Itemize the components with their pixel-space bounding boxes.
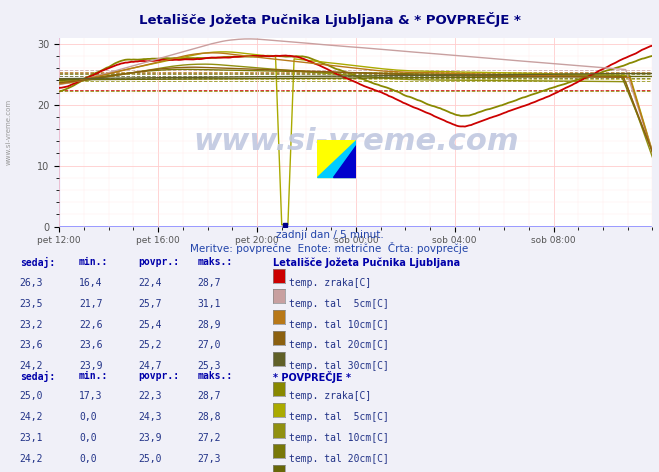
Text: www.si-vreme.com: www.si-vreme.com xyxy=(193,127,519,156)
Text: Meritve: povprečne  Enote: metrične  Črta: povprečje: Meritve: povprečne Enote: metrične Črta:… xyxy=(190,242,469,254)
Text: 23,6: 23,6 xyxy=(79,340,103,350)
Text: temp. zraka[C]: temp. zraka[C] xyxy=(289,391,372,401)
Text: zadnji dan / 5 minut.: zadnji dan / 5 minut. xyxy=(275,230,384,240)
Text: 28,7: 28,7 xyxy=(198,278,221,288)
Text: temp. tal 10cm[C]: temp. tal 10cm[C] xyxy=(289,433,389,443)
Text: 24,3: 24,3 xyxy=(138,412,162,422)
Text: 25,0: 25,0 xyxy=(20,391,43,401)
Text: 23,9: 23,9 xyxy=(138,433,162,443)
Text: sedaj:: sedaj: xyxy=(20,371,55,381)
Text: * POVPREČJE *: * POVPREČJE * xyxy=(273,371,351,382)
Text: 24,2: 24,2 xyxy=(20,454,43,464)
Text: Letališče Jožeta Pučnika Ljubljana & * POVPREČJE *: Letališče Jožeta Pučnika Ljubljana & * P… xyxy=(138,12,521,27)
Text: 28,8: 28,8 xyxy=(198,412,221,422)
Text: povpr.:: povpr.: xyxy=(138,371,179,380)
Text: 0,0: 0,0 xyxy=(79,412,97,422)
Text: 25,2: 25,2 xyxy=(138,340,162,350)
Text: 25,4: 25,4 xyxy=(138,320,162,329)
Text: temp. tal 30cm[C]: temp. tal 30cm[C] xyxy=(289,361,389,371)
Text: temp. tal 20cm[C]: temp. tal 20cm[C] xyxy=(289,454,389,464)
Text: min.:: min.: xyxy=(79,257,109,267)
Text: sedaj:: sedaj: xyxy=(20,257,55,268)
Text: temp. tal 10cm[C]: temp. tal 10cm[C] xyxy=(289,320,389,329)
Text: 27,0: 27,0 xyxy=(198,340,221,350)
Text: 22,3: 22,3 xyxy=(138,391,162,401)
Text: 21,7: 21,7 xyxy=(79,299,103,309)
Text: 16,4: 16,4 xyxy=(79,278,103,288)
Text: min.:: min.: xyxy=(79,371,109,380)
Text: 28,7: 28,7 xyxy=(198,391,221,401)
Text: maks.:: maks.: xyxy=(198,257,233,267)
Text: 27,2: 27,2 xyxy=(198,433,221,443)
Text: 23,6: 23,6 xyxy=(20,340,43,350)
Text: 23,9: 23,9 xyxy=(79,361,103,371)
Text: 0,0: 0,0 xyxy=(79,454,97,464)
Text: 23,1: 23,1 xyxy=(20,433,43,443)
Text: 27,3: 27,3 xyxy=(198,454,221,464)
Text: Letališče Jožeta Pučnika Ljubljana: Letališče Jožeta Pučnika Ljubljana xyxy=(273,257,461,268)
Text: 17,3: 17,3 xyxy=(79,391,103,401)
Text: www.si-vreme.com: www.si-vreme.com xyxy=(5,99,12,165)
Text: 25,0: 25,0 xyxy=(138,454,162,464)
Text: 24,7: 24,7 xyxy=(138,361,162,371)
Text: 24,2: 24,2 xyxy=(20,412,43,422)
Text: 24,2: 24,2 xyxy=(20,361,43,371)
Text: maks.:: maks.: xyxy=(198,371,233,380)
Text: povpr.:: povpr.: xyxy=(138,257,179,267)
Text: temp. tal  5cm[C]: temp. tal 5cm[C] xyxy=(289,412,389,422)
Text: 25,3: 25,3 xyxy=(198,361,221,371)
Text: 22,4: 22,4 xyxy=(138,278,162,288)
Text: temp. tal 20cm[C]: temp. tal 20cm[C] xyxy=(289,340,389,350)
Text: 22,6: 22,6 xyxy=(79,320,103,329)
Text: 26,3: 26,3 xyxy=(20,278,43,288)
Text: 31,1: 31,1 xyxy=(198,299,221,309)
Text: 28,9: 28,9 xyxy=(198,320,221,329)
Text: temp. tal  5cm[C]: temp. tal 5cm[C] xyxy=(289,299,389,309)
Text: 23,2: 23,2 xyxy=(20,320,43,329)
Text: temp. zraka[C]: temp. zraka[C] xyxy=(289,278,372,288)
Text: 25,7: 25,7 xyxy=(138,299,162,309)
Text: 0,0: 0,0 xyxy=(79,433,97,443)
Text: 23,5: 23,5 xyxy=(20,299,43,309)
